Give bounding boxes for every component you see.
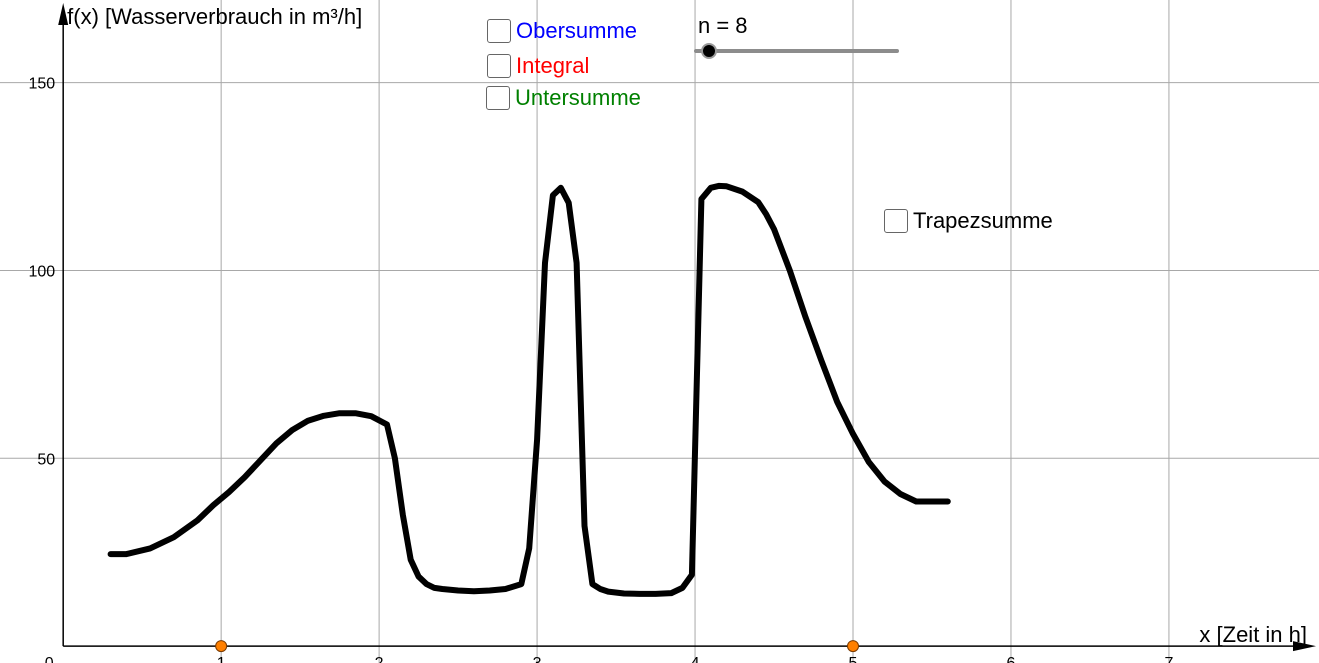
trapezsumme-checkbox-row[interactable]: Trapezsumme (884, 206, 1053, 236)
axes (58, 3, 1316, 652)
slider-thumb[interactable] (701, 43, 717, 59)
integral-label: Integral (516, 53, 590, 78)
untersumme-checkbox-row[interactable]: Untersumme (486, 83, 641, 113)
obersumme-checkbox[interactable] (487, 19, 511, 43)
trapezsumme-checkbox[interactable] (884, 209, 908, 233)
y-axis-label: f(x) [Wasserverbrauch in m³/h] (67, 4, 362, 29)
points (215, 640, 860, 653)
x-tick-label-1: 1 (217, 655, 226, 663)
point-1[interactable] (215, 640, 228, 653)
origin-label: 0 (45, 655, 54, 663)
integral-checkbox-row[interactable]: Integral (487, 51, 589, 81)
y-tick-label-100: 100 (28, 263, 55, 280)
slider-n-label: n = 8 (698, 13, 748, 38)
x-tick-label-4: 4 (691, 655, 700, 663)
x-tick-label-5: 5 (849, 655, 858, 663)
point-2[interactable] (847, 640, 860, 653)
untersumme-checkbox[interactable] (486, 86, 510, 110)
slider-n[interactable] (694, 40, 899, 62)
y-axis-arrow-icon (58, 3, 69, 25)
x-tick-label-6: 6 (1007, 655, 1016, 663)
x-tick-label-2: 2 (375, 655, 384, 663)
trapezsumme-label: Trapezsumme (913, 208, 1053, 233)
function-curve[interactable] (107, 182, 951, 597)
tick-labels: 1 2 3 4 5 6 7 50 100 150 (28, 76, 1173, 663)
y-tick-label-150: 150 (28, 76, 55, 93)
obersumme-label: Obersumme (516, 18, 638, 43)
x-axis-arrow-icon (1293, 641, 1316, 652)
slider-track[interactable] (694, 49, 899, 53)
untersumme-label: Untersumme (515, 85, 641, 110)
integral-checkbox[interactable] (487, 54, 511, 78)
obersumme-checkbox-row[interactable]: Obersumme (487, 16, 637, 46)
x-tick-label-3: 3 (533, 655, 542, 663)
x-axis-label: x [Zeit in h] (1199, 622, 1307, 647)
x-tick-label-7: 7 (1164, 655, 1173, 663)
y-tick-label-50: 50 (37, 451, 55, 468)
